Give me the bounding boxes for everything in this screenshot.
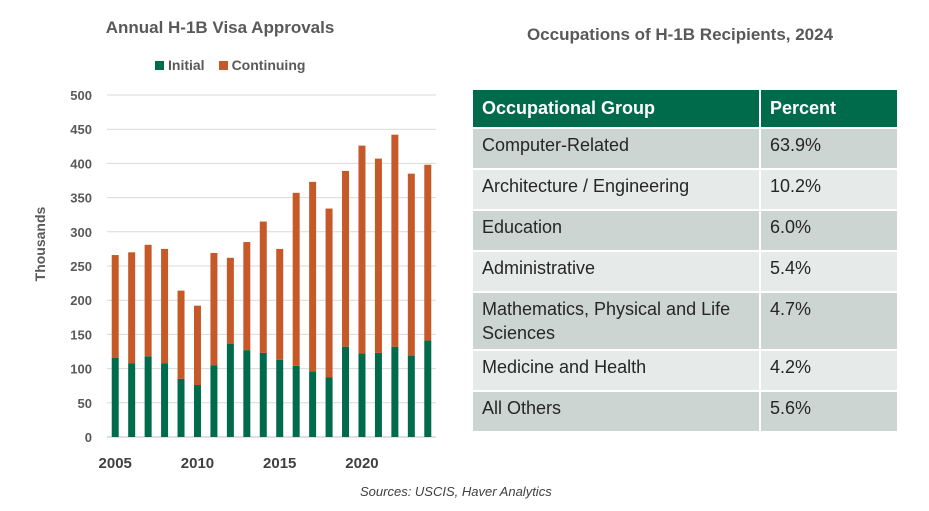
bar-continuing-2021 xyxy=(374,158,382,353)
occupation-cell: Education xyxy=(473,209,761,251)
occupations-table: Occupational Group Percent Computer-Rela… xyxy=(473,90,897,431)
bar-initial-2007 xyxy=(144,356,152,437)
table-row: Education 6.0% xyxy=(473,209,897,251)
percent-cell: 10.2% xyxy=(760,168,897,210)
legend-label-continuing: Continuing xyxy=(231,57,306,73)
y-tick-label: 300 xyxy=(70,225,92,240)
x-tick-label: 2020 xyxy=(345,455,378,472)
bar-continuing-2015 xyxy=(276,248,284,360)
bar-initial-2015 xyxy=(276,359,284,437)
occupation-cell: Mathematics, Physical and Life Sciences xyxy=(473,291,761,350)
bar-initial-2010 xyxy=(193,385,201,437)
bar-continuing-2016 xyxy=(292,192,300,366)
bar-continuing-2005 xyxy=(111,255,119,358)
y-tick-label: 50 xyxy=(78,396,92,411)
x-tick-label: 2015 xyxy=(263,455,296,472)
chart-title: Annual H-1B Visa Approvals xyxy=(105,18,335,37)
bar-continuing-2009 xyxy=(177,290,185,379)
occupation-cell: All Others xyxy=(473,390,761,431)
bar-initial-2008 xyxy=(161,363,169,437)
bar-initial-2016 xyxy=(292,365,300,437)
y-tick-label: 200 xyxy=(70,293,92,308)
bar-initial-2018 xyxy=(325,377,333,437)
bar-initial-2009 xyxy=(177,378,185,437)
bar-initial-2019 xyxy=(342,346,350,437)
bar-continuing-2020 xyxy=(358,145,366,354)
legend-swatch-initial xyxy=(155,60,164,70)
bar-continuing-2010 xyxy=(193,305,201,386)
table-row: Computer-Related 63.9% xyxy=(473,127,897,169)
table-title: Occupations of H-1B Recipients, 2024 xyxy=(526,25,834,44)
x-tick-label: 2005 xyxy=(99,455,132,472)
bar-initial-2021 xyxy=(374,352,382,437)
occupation-cell: Administrative xyxy=(473,250,761,292)
legend-label-initial: Initial xyxy=(168,57,205,73)
percent-cell: 4.7% xyxy=(760,291,897,350)
bar-continuing-2007 xyxy=(144,244,152,357)
table-row: Medicine and Health 4.2% xyxy=(473,349,897,391)
percent-cell: 6.0% xyxy=(760,209,897,251)
bar-initial-2023 xyxy=(407,355,415,437)
y-tick-label: 450 xyxy=(70,122,92,137)
bars xyxy=(111,134,432,437)
table-row: Mathematics, Physical and Life Sciences … xyxy=(473,291,897,350)
bar-continuing-2014 xyxy=(259,221,267,353)
source-note: Sources: USCIS, Haver Analytics xyxy=(360,484,552,499)
bar-continuing-2019 xyxy=(342,170,350,347)
bar-initial-2005 xyxy=(111,357,119,437)
header-percent: Percent xyxy=(760,90,897,128)
bar-continuing-2006 xyxy=(128,252,136,364)
table-row: Administrative 5.4% xyxy=(473,250,897,292)
bar-continuing-2024 xyxy=(424,164,432,341)
y-tick-label: 150 xyxy=(70,327,92,342)
bar-initial-2022 xyxy=(391,346,399,437)
bar-initial-2017 xyxy=(309,371,317,437)
legend-item-initial: Initial xyxy=(155,57,205,73)
bar-continuing-2023 xyxy=(407,173,415,356)
bar-continuing-2011 xyxy=(210,253,218,366)
gridlines xyxy=(107,94,436,438)
bar-continuing-2008 xyxy=(161,248,169,364)
header-occupational-group: Occupational Group xyxy=(473,90,761,128)
y-tick-label: 100 xyxy=(70,362,92,377)
occupation-cell: Architecture / Engineering xyxy=(473,168,761,210)
bar-continuing-2012 xyxy=(226,257,234,344)
table-row: Architecture / Engineering 10.2% xyxy=(473,168,897,210)
bar-initial-2012 xyxy=(226,343,234,437)
bar-continuing-2018 xyxy=(325,208,333,378)
legend-item-continuing: Continuing xyxy=(218,57,306,73)
percent-cell: 5.6% xyxy=(760,390,897,431)
bar-initial-2011 xyxy=(210,365,218,437)
table-row: All Others 5.6% xyxy=(473,390,897,431)
chart-legend: Initial Continuing xyxy=(155,57,305,73)
y-axis-ticks: 0 50 100 150 200 250 300 350 400 450 500 xyxy=(70,88,92,445)
bar-initial-2006 xyxy=(128,363,136,437)
bar-initial-2013 xyxy=(243,350,251,437)
bar-initial-2014 xyxy=(259,352,267,437)
table-header-row: Occupational Group Percent xyxy=(473,90,897,128)
percent-cell: 4.2% xyxy=(760,349,897,391)
bar-continuing-2013 xyxy=(243,242,251,351)
bar-continuing-2022 xyxy=(391,134,399,347)
bar-continuing-2017 xyxy=(309,181,317,372)
occupation-cell: Computer-Related xyxy=(473,127,761,169)
x-tick-label: 2010 xyxy=(181,455,214,472)
x-axis-ticks: 2005 2010 2015 2020 xyxy=(99,455,379,472)
percent-cell: 5.4% xyxy=(760,250,897,292)
y-tick-label: 500 xyxy=(70,88,92,103)
bar-initial-2020 xyxy=(358,353,366,437)
percent-cell: 63.9% xyxy=(760,127,897,169)
occupation-cell: Medicine and Health xyxy=(473,349,761,391)
legend-swatch-continuing xyxy=(218,60,228,70)
bar-initial-2024 xyxy=(424,340,432,437)
y-tick-label: 400 xyxy=(70,156,92,171)
y-tick-label: 0 xyxy=(85,430,92,445)
y-tick-label: 350 xyxy=(70,191,92,206)
y-tick-label: 250 xyxy=(70,259,92,274)
